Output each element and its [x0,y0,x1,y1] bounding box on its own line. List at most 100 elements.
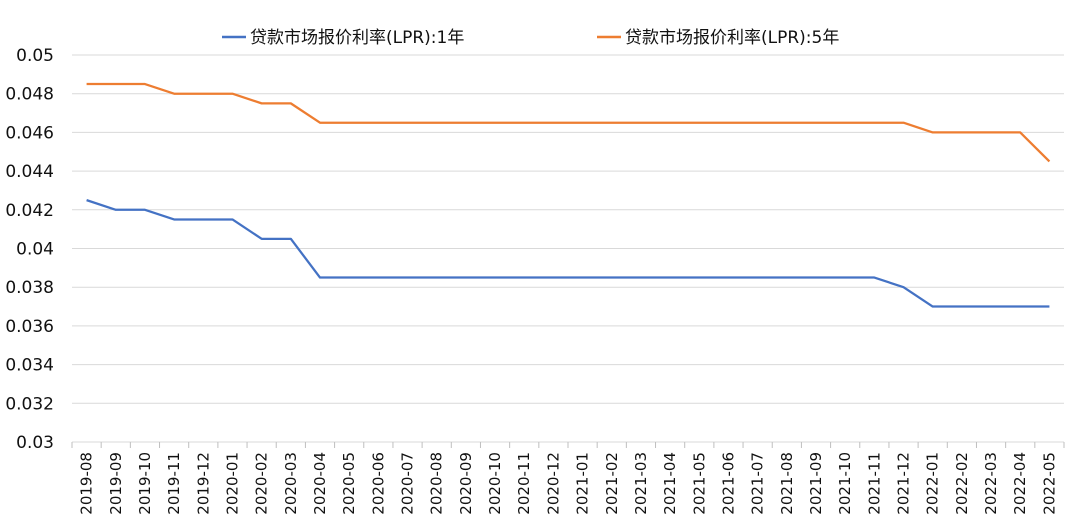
data-point [668,121,672,125]
data-point [230,217,234,221]
data-point [464,121,468,125]
data-point [697,276,701,280]
x-tick-label: 2019-08 [78,452,96,515]
x-axis-ticks [71,442,1065,448]
data-point [435,121,439,125]
x-tick-label: 2020-10 [486,452,504,515]
data-point [406,121,410,125]
x-tick-label: 2021-06 [719,452,737,515]
data-point [902,121,906,125]
data-point [814,121,818,125]
data-point [201,92,205,96]
y-tick-label: 0.03 [16,433,54,453]
y-tick-label: 0.044 [5,162,54,182]
x-tick-label: 2022-04 [1011,452,1029,515]
x-tick-label: 2020-05 [340,452,358,515]
x-tick-label: 2020-09 [457,452,475,515]
data-point [726,121,730,125]
legend-label: 贷款市场报价利率(LPR):1年 [250,28,464,48]
data-point [376,121,380,125]
x-tick-label: 2020-07 [399,452,417,515]
data-point [143,82,147,86]
data-point [260,237,264,241]
x-tick-label: 2020-04 [311,452,329,515]
data-point [697,121,701,125]
data-point [960,130,964,134]
x-tick-label: 2021-05 [690,452,708,515]
data-point [610,121,614,125]
y-tick-label: 0.04 [16,240,54,260]
data-point [639,121,643,125]
data-point [785,121,789,125]
data-point [785,276,789,280]
data-point [843,276,847,280]
data-point [114,208,118,212]
data-point [522,276,526,280]
x-tick-label: 2020-11 [515,452,533,515]
data-point [493,276,497,280]
series-line-2 [86,82,1051,163]
x-tick-label: 2021-10 [836,452,854,515]
data-point [493,121,497,125]
data-point [347,276,351,280]
data-point [668,276,672,280]
x-tick-label: 2022-05 [1040,452,1058,515]
data-point [1018,305,1022,309]
x-tick-label: 2022-03 [982,452,1000,515]
legend-label: 贷款市场报价利率(LPR):5年 [625,28,839,48]
y-tick-label: 0.038 [5,278,54,298]
x-tick-label: 2021-08 [778,452,796,515]
data-point [201,217,205,221]
x-tick-label: 2020-12 [544,452,562,515]
x-tick-label: 2020-01 [223,452,241,515]
x-tick-label: 2022-01 [924,452,942,515]
data-point [931,305,935,309]
data-point [1018,130,1022,134]
x-tick-label: 2019-09 [107,452,125,515]
y-tick-label: 0.046 [5,123,54,143]
gridlines [72,54,1064,443]
data-point [581,276,585,280]
x-tick-label: 2021-07 [749,452,767,515]
x-axis: 2019-08 2019-09 2019-10 2019-11 2019-12 2020-… [78,452,1059,515]
data-point [726,276,730,280]
y-tick-label: 0.05 [16,46,54,66]
y-tick-label: 0.048 [5,85,54,105]
data-point [143,208,147,212]
data-point [989,130,993,134]
x-tick-label: 2019-10 [136,452,154,515]
data-point [114,82,118,86]
x-tick-label: 2020-08 [428,452,446,515]
x-tick-label: 2021-01 [574,452,592,515]
series-group [85,82,1051,309]
data-point [843,121,847,125]
x-tick-label: 2020-02 [253,452,271,515]
x-tick-label: 2021-03 [632,452,650,515]
data-point [551,121,555,125]
data-point [522,121,526,125]
y-tick-label: 0.032 [5,394,54,414]
data-point [347,121,351,125]
series-line-1 [86,199,1050,308]
x-tick-label: 2020-03 [282,452,300,515]
data-point [172,217,176,221]
y-axis: 0.03 0.032 0.034 0.036 0.038 0.04 0.042 0.044 0.… [5,46,54,453]
data-point [435,276,439,280]
data-point [376,276,380,280]
x-tick-label: 2021-04 [661,452,679,515]
data-point [551,276,555,280]
data-point [260,101,264,105]
legend: 贷款市场报价利率(LPR):1年 贷款市场报价利率(LPR):5年 [222,28,839,48]
data-point [639,276,643,280]
data-point [814,276,818,280]
x-tick-label: 2019-11 [165,452,183,515]
data-point [85,198,89,202]
data-point [960,305,964,309]
data-point [318,276,322,280]
y-tick-label: 0.036 [5,317,54,337]
data-point [756,121,760,125]
data-point [1047,159,1051,163]
data-point [872,121,876,125]
data-point [902,285,906,289]
